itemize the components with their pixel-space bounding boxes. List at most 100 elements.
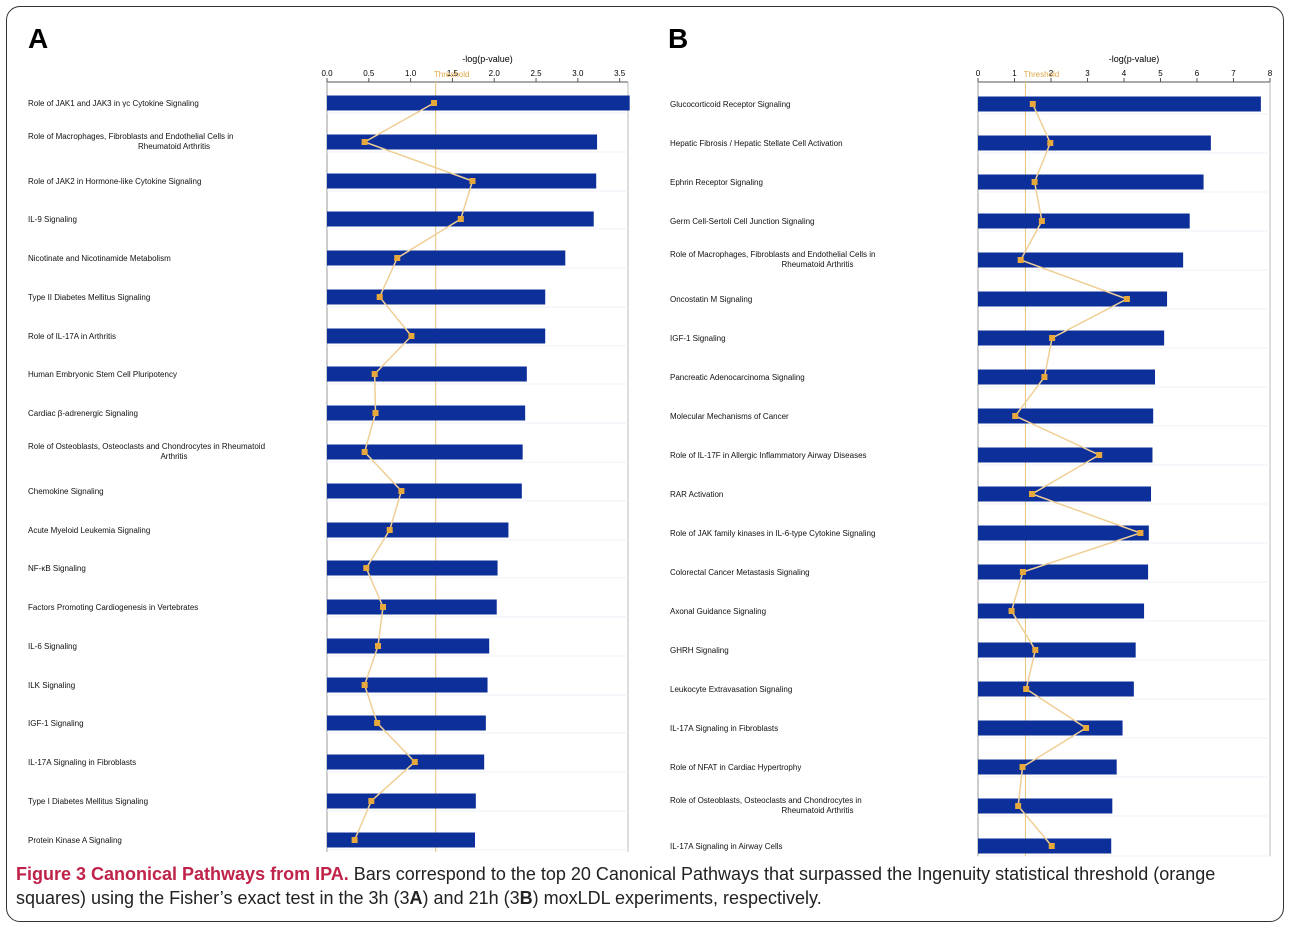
pathway-bar [327,250,566,266]
ratio-marker [386,527,393,533]
caption-text-2: ) and 21h (3 [422,888,520,908]
pathway-bar [978,720,1123,736]
pathway-label: IL-17A Signaling in Fibroblasts [670,724,778,733]
caption-bold-b: B [519,888,533,908]
pathway-bar [978,213,1190,229]
pathway-bar [978,642,1136,658]
pathway-label: Protein Kinase A Signaling [28,836,122,845]
pathway-label: Ephrin Receptor Signaling [670,178,763,187]
pathway-bar [978,252,1184,268]
panel-b-chart: -log(p-value) 0 1 2 3 4 5 6 7 8 Threshold Glucocort… [670,54,1273,857]
pathway-label: IL-17A Signaling in Fibroblasts [28,758,136,767]
ratio-marker [1031,179,1038,185]
x-tick-label: 3.5 [614,69,626,78]
ratio-marker [1012,413,1019,419]
pathway-bar [978,603,1145,619]
ratio-marker [1019,764,1026,770]
x-tick-label: 3.0 [572,69,584,78]
ratio-marker [1038,218,1045,224]
ratio-marker [380,604,387,610]
ratio-marker [1023,686,1030,692]
pathway-bar [327,173,597,189]
ratio-marker [394,255,401,261]
ratio-marker [1029,101,1036,107]
pathway-label: Role of JAK2 in Hormone-like Cytokine Si… [28,177,201,186]
pathway-label-line: Role of Macrophages, Fibroblasts and End… [28,132,233,141]
ratio-marker [1049,335,1056,341]
ratio-marker [361,682,368,688]
pathway-label: Glucocorticoid Receptor Signaling [670,100,791,109]
panel-a-letter: A [28,23,48,54]
ratio-marker [368,798,375,804]
ratio-marker [1032,647,1039,653]
pathway-bar [978,447,1153,463]
pathway-bar [978,486,1152,502]
pathway-label: Type II Diabetes Mellitus Signaling [28,293,150,302]
x-tick-label: 0 [976,69,981,78]
pathway-label: Role of Macrophages, Fibroblasts and End… [28,132,233,151]
pathway-label: IGF-1 Signaling [670,334,726,343]
pathway-label: Role of JAK family kinases in IL-6-type … [670,529,875,538]
pathway-label: Cardiac β-adrenergic Signaling [28,409,138,418]
pathway-label: GHRH Signaling [670,646,729,655]
x-tick-label: 1 [1012,69,1017,78]
x-tick-label: 0.0 [321,69,333,78]
pathway-label: Nicotinate and Nicotinamide Metabolism [28,254,171,263]
ratio-marker [374,720,381,726]
ratio-marker [1123,296,1130,302]
pathway-bar [978,330,1165,346]
ratio-marker [376,294,383,300]
pathway-label: Type I Diabetes Mellitus Signaling [28,797,148,806]
pathway-bar [978,681,1134,697]
pathway-bar [327,366,527,382]
caption-text-3: ) moxLDL experiments, respectively. [532,888,822,908]
pathway-label: Colorectal Cancer Metastasis Signaling [670,568,810,577]
pathway-label: Oncostatin M Signaling [670,295,752,304]
pathway-label-line: Rheumatoid Arthritis [138,142,210,151]
pathway-label-line: Role of Osteoblasts, Osteoclasts and Cho… [28,442,265,451]
pathway-label-line: Role of Macrophages, Fibroblasts and End… [670,250,875,259]
pathway-label-line: Rheumatoid Arthritis [781,806,853,815]
pathway-label: IL-6 Signaling [28,642,77,651]
pathway-label: Role of Osteoblasts, Osteoclasts and Cho… [28,442,265,461]
pathway-label: Role of IL-17A in Arthritis [28,332,116,341]
ratio-marker [411,759,418,765]
x-tick-label: 0.5 [363,69,375,78]
pathway-label: Role of JAK1 and JAK3 in γc Cytokine Sig… [28,99,199,108]
ratio-marker [1019,569,1026,575]
pathway-bar [978,798,1113,814]
pathway-label: Role of Osteoblasts, Osteoclasts and Cho… [670,796,862,815]
pathway-label-line: Arthritis [160,452,187,461]
ratio-marker [1015,803,1022,809]
pathway-bar [327,832,475,848]
pathway-bar [327,405,526,421]
pathway-bar [327,677,488,693]
pathway-label: Molecular Mechanisms of Cancer [670,412,789,421]
pathway-label: IL-9 Signaling [28,215,77,224]
ratio-marker [361,139,368,145]
ratio-marker [363,565,370,571]
pathway-label: Acute Myeloid Leukemia Signaling [28,526,150,535]
ratio-marker [408,333,415,339]
ratio-marker [1137,530,1144,536]
ratio-marker [431,100,438,106]
x-tick-label: 5 [1158,69,1163,78]
pathway-label: Chemokine Signaling [28,487,104,496]
ratio-marker [1047,140,1054,146]
pathway-bar [978,525,1149,541]
ratio-line [353,102,474,841]
ratio-marker [1017,257,1024,263]
ratio-marker [1096,452,1103,458]
pathway-bar [978,291,1168,307]
pathway-label: Axonal Guidance Signaling [670,607,766,616]
pathway-bar [327,638,490,654]
pathway-bar [327,483,522,499]
pathway-label: IGF-1 Signaling [28,719,84,728]
ratio-marker [351,837,358,843]
pathway-bar [327,522,509,538]
pathway-label: Role of Macrophages, Fibroblasts and End… [670,250,875,269]
x-tick-label: 1.5 [447,69,459,78]
pathway-bar [978,369,1156,385]
x-tick-label: 2.0 [489,69,501,78]
